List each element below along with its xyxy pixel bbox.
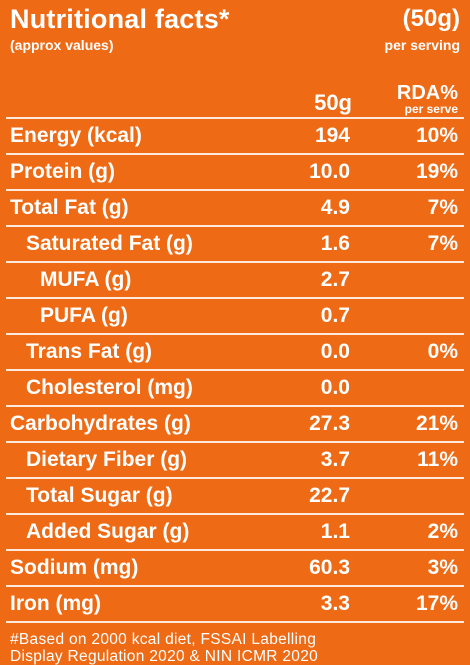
- rda-label: RDA%: [396, 82, 458, 104]
- nutrient-name: Dietary Fiber (g): [26, 448, 188, 471]
- nutrient-value: 27.3: [309, 412, 350, 435]
- table-row: Cholesterol (mg) 0.0: [6, 369, 464, 405]
- footnote-line-1: #Based on 2000 kcal diet, FSSAI Labellin…: [10, 631, 317, 648]
- footnote: #Based on 2000 kcal diet, FSSAI Labellin…: [6, 623, 464, 665]
- subtitle: (approx values): [10, 37, 114, 53]
- nutrient-name: Trans Fat (g): [26, 340, 153, 363]
- nutrient-name: PUFA (g): [40, 304, 128, 327]
- table-row: Dietary Fiber (g) 3.7 11%: [6, 441, 464, 477]
- nutrient-name: Sodium (mg): [10, 556, 139, 579]
- nutrient-rda: 3%: [427, 556, 458, 579]
- table-row: Protein (g) 10.0 19%: [6, 153, 464, 189]
- table-row: Sodium (mg) 60.3 3%: [6, 549, 464, 585]
- column-headers: 50g RDA% per serve: [6, 71, 464, 115]
- nutrition-facts-panel: Nutritional facts* (approx values) (50g)…: [6, 0, 464, 665]
- table-row: Total Sugar (g) 22.7: [6, 477, 464, 513]
- nutrient-value: 3.7: [320, 448, 350, 471]
- nutrient-value: 60.3: [309, 556, 350, 579]
- nutrient-value: 10.0: [309, 160, 350, 183]
- nutrient-value: 0.0: [320, 376, 350, 399]
- nutrient-rda: 19%: [415, 160, 458, 183]
- nutrient-name: Total Sugar (g): [26, 484, 173, 507]
- table-row: Energy (kcal) 194 10%: [6, 117, 464, 153]
- nutrient-rda: 7%: [427, 196, 458, 219]
- nutrient-name: Protein (g): [10, 160, 115, 183]
- title-block: Nutritional facts* (approx values): [10, 2, 230, 53]
- serving-size: (50g): [402, 5, 460, 32]
- nutrient-rda: 11%: [417, 448, 458, 471]
- table-row: Carbohydrates (g) 27.3 21%: [6, 405, 464, 441]
- nutrient-value: 22.7: [309, 484, 350, 507]
- nutrient-rda: 7%: [427, 232, 458, 255]
- nutrient-rda: 10%: [415, 124, 458, 147]
- column-header-rda: RDA% per serve: [360, 83, 460, 115]
- nutrient-value: 1.6: [320, 232, 350, 255]
- nutrient-value: 3.3: [320, 592, 350, 615]
- nutrient-name: Iron (mg): [10, 592, 101, 615]
- table-row: MUFA (g) 2.7: [6, 261, 464, 297]
- nutrient-rda: 17%: [415, 592, 458, 615]
- nutrient-value: 0.7: [320, 304, 350, 327]
- nutrient-rda: 0%: [427, 340, 458, 363]
- nutrient-name: Cholesterol (mg): [26, 376, 193, 399]
- nutrient-name: MUFA (g): [40, 268, 132, 291]
- nutrient-rda: 21%: [415, 412, 458, 435]
- nutrient-name: Added Sugar (g): [26, 520, 190, 543]
- table-row: Added Sugar (g) 1.1 2%: [6, 513, 464, 549]
- nutrient-name: Saturated Fat (g): [26, 232, 193, 255]
- nutrient-value: 4.9: [320, 196, 350, 219]
- table-row: Total Fat (g) 4.9 7%: [6, 189, 464, 225]
- serving-label: per serving: [384, 37, 460, 53]
- nutrient-name: Energy (kcal): [10, 124, 142, 147]
- table-row: PUFA (g) 0.7: [6, 297, 464, 333]
- nutrient-value: 194: [314, 124, 350, 147]
- nutrient-value: 0.0: [320, 340, 350, 363]
- table-row: Trans Fat (g) 0.0 0%: [6, 333, 464, 369]
- footnote-line-2: Display Regulation 2020 & NIN ICMR 2020: [10, 648, 319, 665]
- nutrient-value: 2.7: [320, 268, 350, 291]
- page-title: Nutritional facts*: [10, 4, 230, 34]
- table-row: Saturated Fat (g) 1.6 7%: [6, 225, 464, 261]
- serving-block: (50g) per serving: [385, 2, 460, 53]
- nutrition-table: Energy (kcal) 194 10% Protein (g) 10.0 1…: [6, 117, 464, 623]
- table-row: Iron (mg) 3.3 17%: [6, 585, 464, 623]
- column-header-amount: 50g: [314, 90, 352, 115]
- rda-sub-label: per serve: [404, 102, 458, 116]
- nutrient-name: Carbohydrates (g): [10, 412, 191, 435]
- header: Nutritional facts* (approx values) (50g)…: [6, 0, 464, 53]
- nutrient-value: 1.1: [320, 520, 350, 543]
- nutrient-rda: 2%: [427, 520, 458, 543]
- nutrient-name: Total Fat (g): [10, 196, 129, 219]
